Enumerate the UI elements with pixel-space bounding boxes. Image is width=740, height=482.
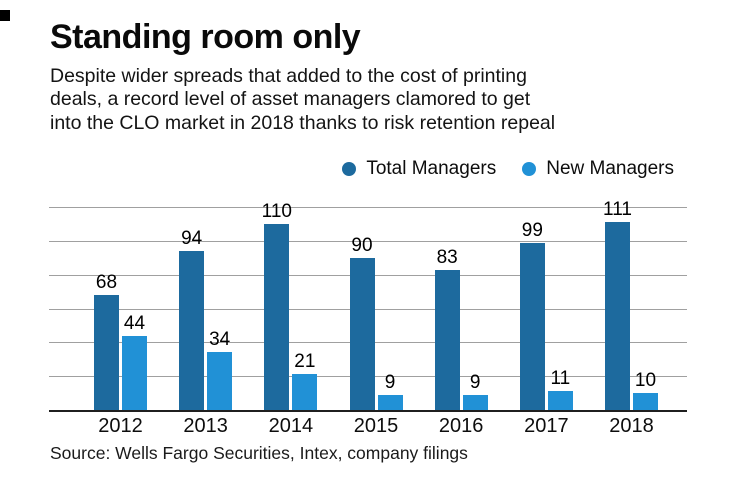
value-label: 34 xyxy=(209,329,231,350)
bar-new-2013 xyxy=(207,352,233,410)
value-label: 111 xyxy=(603,199,632,220)
value-label: 11 xyxy=(550,368,571,389)
bar-new-2015 xyxy=(377,395,403,410)
bar-total-2014 xyxy=(264,224,290,410)
bar-new-2012 xyxy=(122,336,147,410)
value-label: 9 xyxy=(469,372,481,393)
new-managers-dot-icon xyxy=(522,162,537,176)
legend-item-new-managers: New Managers xyxy=(522,158,674,180)
source-note: Source: Wells Fargo Securities, Intex, c… xyxy=(50,443,468,463)
x-tick-label: 2012 xyxy=(98,415,143,437)
legend-item-total-managers: Total Managers xyxy=(342,158,496,180)
bar-total-2018 xyxy=(605,222,630,410)
plot-area: 68 44 2012 94 34 2013 110 21 2014 90 9 2015 83 9 2016 9… xyxy=(49,200,687,437)
bar-total-2015 xyxy=(349,258,375,410)
subtitle-line: into the CLO market in 2018 thanks to ri… xyxy=(50,111,556,134)
bar-new-2018 xyxy=(633,393,658,410)
subtitle-line: deals, a record level of asset managers … xyxy=(50,88,531,111)
value-label: 90 xyxy=(351,235,373,256)
chart-header: Standing room only Despite wider spreads… xyxy=(50,18,690,136)
x-tick-label: 2013 xyxy=(183,415,228,437)
value-label: 9 xyxy=(384,372,396,393)
chart-subtitle: Despite wider spreads that added to the … xyxy=(50,65,690,136)
value-label: 83 xyxy=(436,247,458,268)
bar-new-2014 xyxy=(292,374,318,410)
value-label: 10 xyxy=(634,370,657,391)
bar-total-2016 xyxy=(434,270,460,410)
gridline xyxy=(49,241,687,242)
corner-mark xyxy=(0,10,10,21)
value-label: 68 xyxy=(95,272,118,293)
value-label: 44 xyxy=(123,313,146,334)
chart-legend: Total Managers New Managers xyxy=(342,158,674,180)
bar-total-2012 xyxy=(94,295,119,410)
bar-new-2017 xyxy=(547,391,573,410)
value-label: 99 xyxy=(521,220,543,241)
value-label: 110 xyxy=(261,201,292,222)
total-managers-dot-icon xyxy=(342,162,357,176)
legend-label: New Managers xyxy=(546,158,674,179)
legend-label: Total Managers xyxy=(366,158,497,179)
x-tick-label: 2014 xyxy=(268,415,314,437)
bar-total-2013 xyxy=(179,251,205,410)
chart-title: Standing room only xyxy=(50,18,361,56)
gridline xyxy=(49,207,687,208)
bar-total-2017 xyxy=(519,243,545,410)
value-label: 94 xyxy=(181,228,203,249)
x-tick-label: 2016 xyxy=(438,415,484,437)
bar-new-2016 xyxy=(462,395,488,410)
x-tick-label: 2018 xyxy=(609,415,654,437)
subtitle-line: Despite wider spreads that added to the … xyxy=(50,64,527,87)
value-label: 21 xyxy=(294,351,316,372)
x-tick-label: 2015 xyxy=(353,415,399,437)
x-tick-label: 2017 xyxy=(524,415,569,437)
